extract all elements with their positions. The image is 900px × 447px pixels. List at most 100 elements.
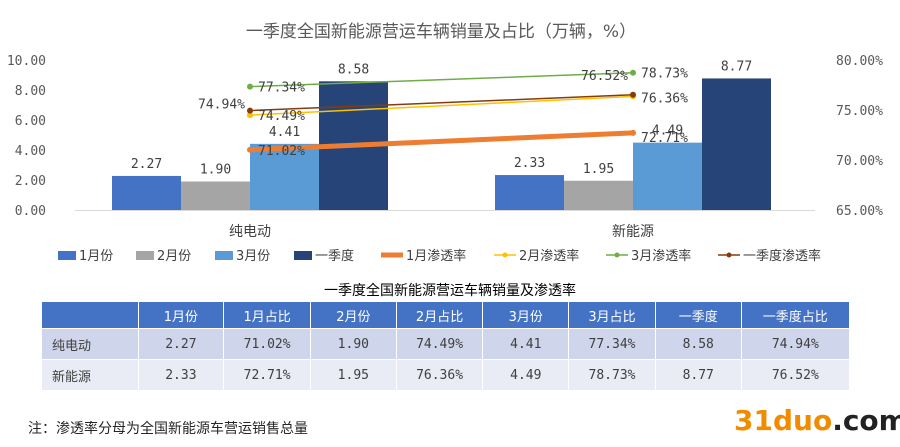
- legend-label: 2月渗透率: [519, 248, 579, 264]
- table-title: 一季度全国新能源营运车辆销量及渗透率: [324, 283, 576, 299]
- table-cell: 2.33: [137, 359, 225, 391]
- bar: [181, 181, 250, 210]
- legend-label: 2月份: [157, 249, 191, 264]
- chart-axes: 0.00 2.00 4.00 6.00 8.00 10.00 65.00% 70.00% 75.…: [7, 54, 883, 240]
- table-cell: 72.71%: [223, 359, 311, 391]
- y-left-tick-label: 4.00: [15, 144, 46, 159]
- y-right-tick-label: 75.00%: [836, 104, 883, 119]
- table-header-cell: 3月占比: [568, 301, 656, 329]
- bar-data-label: 4.41: [269, 125, 300, 140]
- y-left-tick-label: 8.00: [15, 84, 46, 99]
- site-watermark-logo: 31duo.com: [734, 404, 900, 437]
- series-point: [247, 83, 253, 90]
- legend-label: 一季度: [315, 248, 354, 264]
- line-data-label: 76.52%: [581, 69, 628, 84]
- table-header-stub: [41, 301, 139, 329]
- chart-area: 一季度全国新能源营运车辆销量及占比（万辆，%） 0.00 2.00 4.00 6.00…: [7, 22, 883, 264]
- series-line: [249, 94, 634, 112]
- table-cell: 76.52%: [740, 359, 851, 391]
- y-left-tick-label: 0.00: [15, 204, 46, 219]
- bar-data-label: 8.58: [338, 62, 369, 77]
- chart-legend: 1月份 2月份 3月份 一季度 1月渗透率 2月渗透率 3月渗透率 一季度渗透率: [58, 248, 821, 264]
- bar-data-label: 2.33: [514, 156, 545, 171]
- table-cell: 71.02%: [223, 328, 311, 360]
- bar-data-label: 1.90: [200, 163, 231, 178]
- line-data-label: 76.36%: [641, 91, 688, 106]
- bar-data-label: 1.95: [583, 162, 614, 177]
- table-row-header: 纯电动: [41, 328, 139, 360]
- table-header-cell: 1月占比: [223, 301, 311, 329]
- x-category-label: 新能源: [612, 224, 654, 240]
- line-data-label: 71.02%: [258, 144, 305, 159]
- y-right-tick-label: 65.00%: [836, 204, 883, 219]
- bar: [495, 175, 564, 210]
- bar: [633, 142, 702, 210]
- legend-marker: [389, 252, 395, 258]
- table-cell: 74.94%: [740, 328, 851, 360]
- table-cell: 2.27: [137, 328, 225, 360]
- table-header-cell: 2月份: [309, 301, 397, 329]
- footnote: 注：渗透率分母为全国新能源车营运销售总量: [28, 421, 308, 437]
- y-left-tick-label: 2.00: [15, 174, 46, 189]
- table-cell: 1.90: [309, 328, 397, 360]
- legend-swatch: [58, 251, 76, 260]
- legend-marker: [614, 252, 620, 258]
- series-line: [247, 130, 636, 153]
- legend-swatch: [215, 251, 233, 260]
- table-body: 纯电动 2.27 71.02% 1.90 74.49% 4.41 77.34% 8.58 74.…: [41, 328, 851, 391]
- table-row-header: 新能源: [41, 359, 139, 391]
- series-point: [630, 69, 636, 76]
- table-cell: 4.49: [482, 359, 570, 391]
- series-point: [247, 112, 253, 119]
- y-left-tick-label: 10.00: [7, 54, 46, 69]
- series-point: [630, 91, 636, 98]
- series-point: [247, 146, 253, 153]
- table-header-cell: 一季度占比: [740, 301, 851, 329]
- y-right-tick-label: 70.00%: [836, 154, 883, 169]
- table-cell: 74.49%: [395, 328, 484, 360]
- table-header-cell: 2月占比: [395, 301, 484, 329]
- series-line: [249, 71, 634, 88]
- bar: [702, 78, 771, 210]
- line-series-group: [247, 69, 636, 153]
- table-header-cell: 3月份: [482, 301, 570, 329]
- bar: [250, 143, 319, 210]
- legend-swatch: [294, 251, 312, 260]
- table-row: 新能源 2.33 72.71% 1.95 76.36% 4.49 78.73% 8.77 76.…: [41, 359, 851, 391]
- legend-marker: [726, 252, 732, 258]
- table-cell: 76.36%: [395, 359, 484, 391]
- legend-label: 1月份: [79, 249, 113, 264]
- bar-series-group: [112, 78, 771, 210]
- y-left-tick-label: 6.00: [15, 114, 46, 129]
- line-data-label: 72.71%: [641, 131, 688, 146]
- bar-data-label: 2.27: [131, 157, 162, 172]
- legend-label: 一季度渗透率: [743, 248, 821, 264]
- table-cell: 78.73%: [568, 359, 656, 391]
- table-cell: 8.58: [654, 328, 742, 360]
- table-cell: 8.77: [654, 359, 742, 391]
- bar-data-label: 8.77: [721, 59, 752, 74]
- line-data-label: 77.34%: [258, 81, 305, 96]
- bar: [564, 180, 633, 210]
- series-line: [249, 95, 634, 116]
- legend-label: 1月渗透率: [406, 248, 466, 264]
- line-data-label: 74.49%: [258, 109, 305, 124]
- legend-label: 3月渗透率: [631, 248, 691, 264]
- table-cell: 1.95: [309, 359, 397, 391]
- table-header-cell: 1月份: [137, 301, 225, 329]
- legend-label: 3月份: [236, 249, 270, 264]
- line-data-label: 78.73%: [641, 67, 688, 82]
- series-point: [630, 129, 636, 136]
- line-data-label: 74.94%: [198, 98, 245, 113]
- data-table: 1月份 1月占比 2月份 2月占比 3月份 3月占比 一季度 一季度占比 纯电动 2.27 71.…: [41, 301, 851, 391]
- legend-marker: [502, 252, 508, 258]
- table-cell: 4.41: [482, 328, 570, 360]
- series-point: [247, 107, 253, 114]
- table-cell: 77.34%: [568, 328, 656, 360]
- x-category-label: 纯电动: [229, 224, 271, 240]
- y-right-tick-label: 80.00%: [836, 54, 883, 69]
- data-labels-group: 2.27 2.33 1.90 1.95 4.41 4.49 8.58 8.77 71.02% 72…: [131, 59, 752, 177]
- table-row: 纯电动 2.27 71.02% 1.90 74.49% 4.41 77.34% 8.58 74.…: [41, 328, 851, 360]
- table-header-cell: 一季度: [654, 301, 742, 329]
- legend-swatch: [136, 251, 154, 260]
